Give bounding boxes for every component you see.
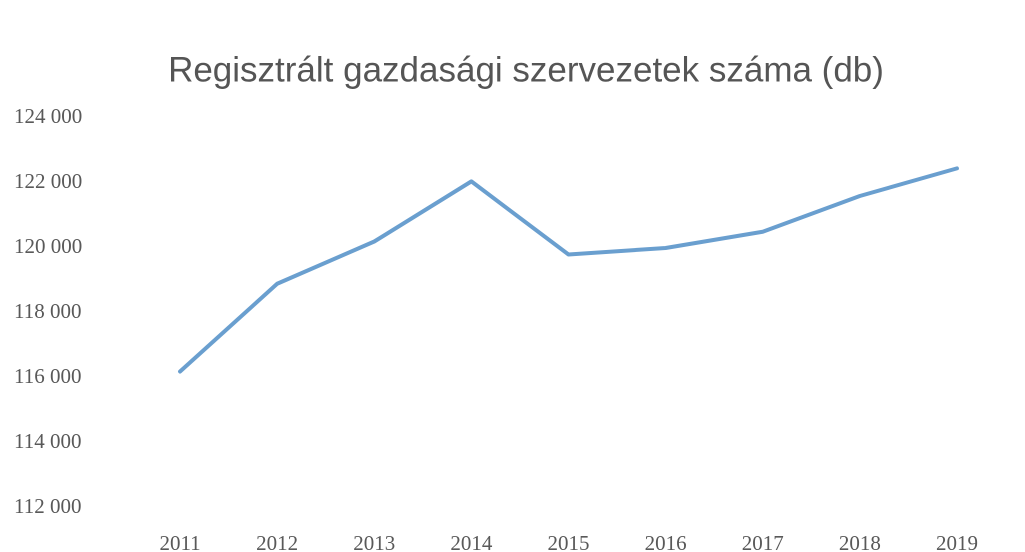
y-tick-label: 120 000	[14, 234, 82, 258]
y-tick-label: 112 000	[14, 494, 81, 518]
x-tick-label: 2018	[839, 531, 881, 552]
x-tick-label: 2019	[936, 531, 978, 552]
y-tick-label: 122 000	[14, 169, 82, 193]
x-tick-label: 2016	[645, 531, 687, 552]
x-tick-label: 2015	[548, 531, 590, 552]
x-tick-label: 2014	[450, 531, 493, 552]
line	[178, 166, 959, 374]
chart-title: Regisztrált gazdasági szervezetek száma …	[168, 50, 884, 89]
y-tick-label: 118 000	[14, 299, 81, 323]
x-tick-label: 2013	[353, 531, 395, 552]
x-tick-label: 2011	[159, 531, 200, 552]
y-tick-label: 124 000	[14, 104, 82, 128]
y-tick-label: 114 000	[14, 429, 81, 453]
y-tick-label: 116 000	[14, 364, 81, 388]
x-tick-label: 2017	[742, 531, 784, 552]
x-tick-label: 2012	[256, 531, 298, 552]
